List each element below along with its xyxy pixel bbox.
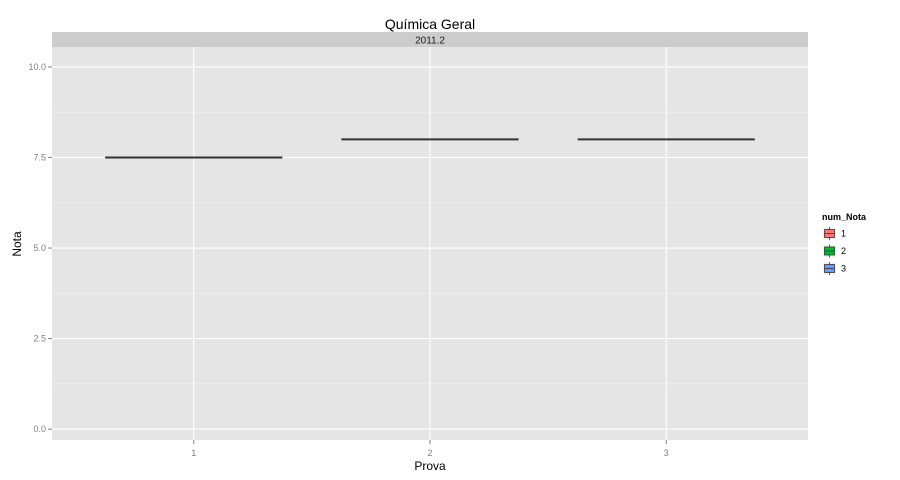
x-axis-ticks: 1 2 3 xyxy=(191,440,669,458)
legend-label: 3 xyxy=(841,264,846,274)
x-axis-title: Prova xyxy=(414,459,446,473)
y-tick-label: 0.0 xyxy=(33,424,46,434)
legend: num_Nota 1 2 3 xyxy=(822,212,867,276)
chart-title: Química Geral xyxy=(385,16,475,32)
legend-title: num_Nota xyxy=(822,212,867,222)
y-tick-label: 5.0 xyxy=(33,243,46,253)
y-tick-label: 10.0 xyxy=(28,62,46,72)
grid-lines xyxy=(52,47,808,440)
legend-label: 2 xyxy=(841,246,846,256)
x-tick-label: 1 xyxy=(191,448,196,458)
legend-label: 1 xyxy=(841,229,846,239)
box-series xyxy=(105,138,755,159)
facet-strip xyxy=(52,32,808,47)
x-tick-label: 2 xyxy=(427,448,432,458)
y-axis-title: Nota xyxy=(10,231,24,257)
y-tick-label: 7.5 xyxy=(33,152,46,162)
facet-strip-label: 2011.2 xyxy=(415,36,445,47)
x-tick-label: 3 xyxy=(664,448,669,458)
y-tick-label: 2.5 xyxy=(33,334,46,344)
y-axis-ticks: 0.0 2.5 5.0 7.5 10.0 xyxy=(28,62,52,434)
